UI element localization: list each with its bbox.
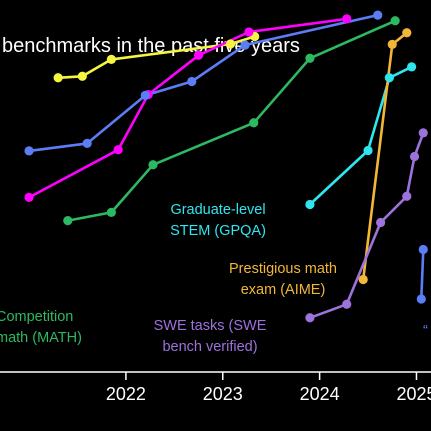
data-point xyxy=(106,54,116,64)
series-line-7 xyxy=(309,132,425,320)
data-point xyxy=(418,128,428,138)
x-tick-label: 2025 xyxy=(396,384,431,404)
data-point xyxy=(305,199,315,210)
data-point xyxy=(225,39,236,49)
data-point xyxy=(376,217,386,228)
data-point xyxy=(244,27,254,37)
data-point xyxy=(416,294,426,304)
data-point xyxy=(77,71,87,81)
data-point xyxy=(390,16,400,26)
series-lines xyxy=(28,13,425,320)
data-point xyxy=(373,10,383,20)
data-point xyxy=(63,216,73,226)
data-point xyxy=(148,160,158,170)
data-point xyxy=(402,28,412,38)
data-point xyxy=(358,274,368,285)
data-point xyxy=(363,145,373,156)
x-tick-label: 2024 xyxy=(300,384,340,404)
series-label: SWE tasks (SWE xyxy=(154,318,267,334)
annotation-quote: “ xyxy=(423,323,428,339)
data-point xyxy=(409,151,420,162)
chart-title: benchmarks in the past five years xyxy=(2,35,300,57)
data-point xyxy=(106,207,116,217)
series-label: exam (AIME) xyxy=(241,282,326,298)
x-tick-label: 2022 xyxy=(106,384,146,404)
series-label: bench verified) xyxy=(162,339,257,355)
data-point xyxy=(240,40,250,50)
series-label: Competition xyxy=(0,309,73,325)
data-point xyxy=(342,14,352,24)
series-labels: Competition math (MATH) Graduate-level STEM… xyxy=(0,202,337,355)
data-point xyxy=(187,76,197,87)
data-point xyxy=(418,244,428,255)
series-line-6 xyxy=(361,31,408,280)
x-tick-label: 2023 xyxy=(203,384,243,404)
data-point xyxy=(384,73,394,83)
series-label: Graduate-level xyxy=(170,202,265,218)
series-line-5 xyxy=(309,65,413,206)
series-line-2 xyxy=(28,13,378,153)
data-point xyxy=(82,138,92,148)
data-point xyxy=(249,118,259,128)
data-point xyxy=(24,192,34,202)
series-line-3 xyxy=(67,19,396,222)
series-points xyxy=(24,10,428,323)
data-point xyxy=(53,73,63,83)
series-label: math (MATH) xyxy=(0,330,82,346)
data-point xyxy=(305,313,315,323)
data-point xyxy=(305,53,315,63)
data-point xyxy=(24,146,34,156)
series-line-8 xyxy=(420,249,425,300)
series-line-1 xyxy=(28,17,347,199)
x-axis xyxy=(0,371,431,380)
data-point xyxy=(402,191,412,201)
data-point xyxy=(407,62,417,72)
data-point xyxy=(193,50,204,60)
data-point xyxy=(387,39,397,49)
data-point xyxy=(140,90,150,100)
series-label: STEM (GPQA) xyxy=(170,223,266,239)
series-label: Prestigious math xyxy=(229,261,337,277)
data-point xyxy=(113,145,123,155)
x-tick-labels: 2022 2023 2024 2025 xyxy=(106,384,431,404)
data-point xyxy=(342,299,352,309)
